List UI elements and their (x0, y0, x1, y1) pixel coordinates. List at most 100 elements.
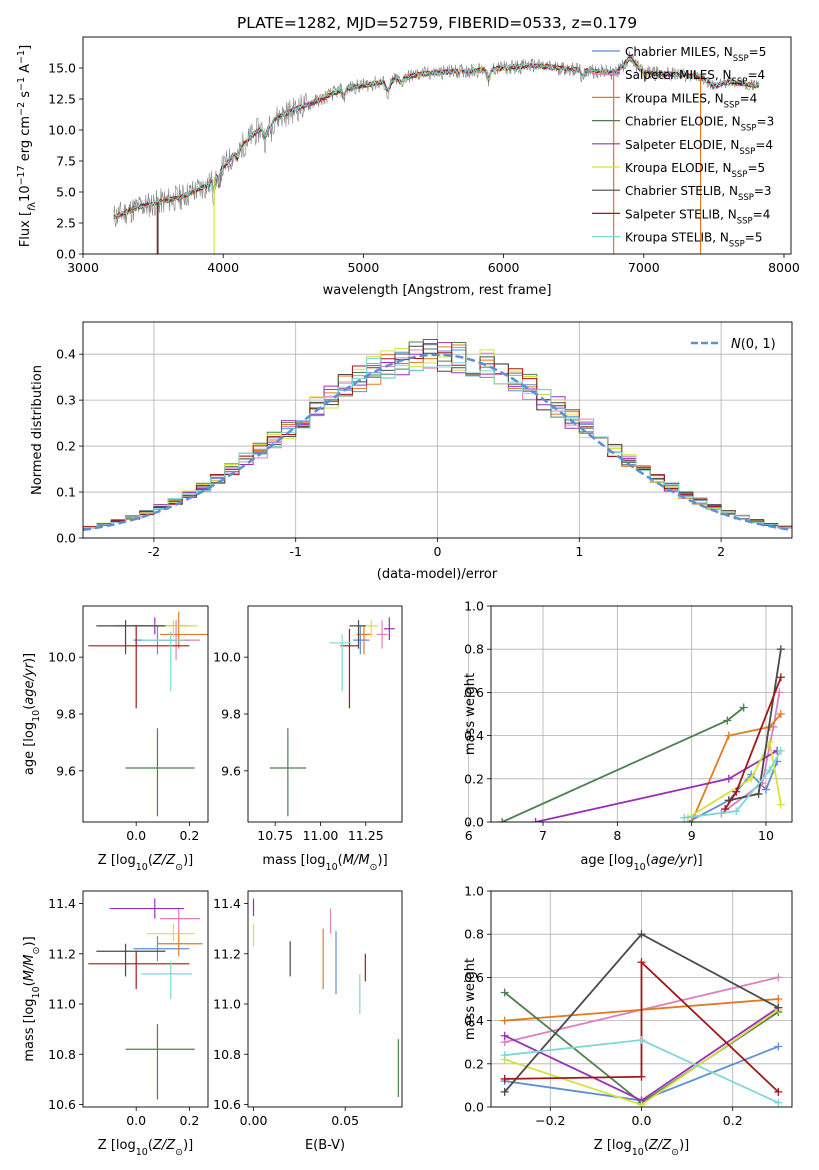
y-tick-label: 0.2 (464, 1056, 484, 1071)
y-tick-label: 10.8 (213, 1047, 241, 1062)
y-axis-label: age [log10(age/yr)] (22, 653, 42, 775)
x-tick-label: 0.2 (179, 828, 199, 843)
series-marker (765, 766, 774, 775)
model-spectrum-line (113, 59, 760, 218)
y-tick-label: 10.0 (48, 123, 76, 138)
legend-label: Kroupa STELIB, NSSP=5 (625, 231, 763, 250)
series-marker (747, 774, 756, 783)
y-tick-label: 0.2 (464, 771, 484, 786)
spectrum-panel: 3000 4000 5000 6000 7000 8000 0.0 2.5 5.0 7.5 10.0… (16, 36, 800, 298)
series-marker (775, 688, 784, 697)
legend-label: Chabrier STELIB, NSSP=3 (625, 184, 772, 203)
series-line (690, 713, 782, 822)
y-tick-label: 10.8 (48, 1047, 76, 1062)
y-tick-label: 0.0 (464, 1100, 484, 1115)
series-marker (732, 807, 741, 816)
mass-vs-ebv-panel: 0.00 0.05 10.6 10.8 11.0 11.2 11.4 E(B-V) (213, 890, 403, 1153)
y-axis-label: mass weight (463, 673, 478, 755)
y-tick-label: 9.8 (56, 707, 76, 722)
y-tick-label: 1.0 (464, 599, 484, 614)
y-tick-label: 0.0 (56, 531, 76, 546)
y-tick-label: 1.0 (464, 884, 484, 899)
mass-vs-Z-panel: 0.0 0.2 10.6 10.8 11.0 11.2 11.4 Z [log10(Z/Z⊙)… (22, 890, 209, 1158)
x-tick-label: 7 (539, 828, 547, 843)
age-vs-mass-panel: 10.75 11.00 11.25 9.6 9.8 10.0 mass [log10(M/M… (213, 605, 403, 873)
y-tick-label: 15.0 (48, 61, 76, 76)
y-tick-label: 0.8 (464, 927, 484, 942)
x-tick-label: −0.2 (535, 1113, 565, 1128)
points (88, 611, 208, 817)
series-marker (761, 785, 770, 794)
y-tick-label: 9.8 (221, 707, 241, 722)
series-marker (774, 1003, 783, 1012)
series-marker (500, 1087, 509, 1096)
series-marker (774, 1042, 783, 1051)
y-tick-label: 0.2 (56, 439, 76, 454)
histograms (83, 338, 792, 538)
spectrum-lines (113, 50, 760, 254)
x-tick-label: 3000 (67, 260, 99, 275)
x-tick-label: 10.75 (257, 828, 293, 843)
x-axis-label: Z [log10(Z/Z⊙)] (98, 853, 193, 873)
series-marker (680, 813, 689, 822)
series-marker (500, 1074, 509, 1083)
y-axis-label: Flux [fλ10−17 erg cm−2 s−1 A−1] (16, 45, 38, 247)
series (500, 930, 783, 1107)
x-tick-label: -1 (289, 544, 301, 559)
y-tick-label: 11.2 (48, 946, 76, 961)
series-marker (500, 1016, 509, 1025)
histogram-line (83, 358, 792, 538)
axes-frame (82, 890, 209, 1108)
y-tick-label: 11.4 (213, 896, 241, 911)
series-marker (498, 818, 507, 822)
x-axis-label: (data-model)/error (377, 567, 498, 582)
series (498, 645, 785, 822)
series-marker (637, 930, 646, 939)
axes-frame (490, 605, 793, 823)
series-marker (724, 774, 733, 783)
y-tick-label: 0.4 (464, 1013, 484, 1028)
axes-frame (247, 605, 403, 823)
x-tick-label: 0.00 (240, 1113, 268, 1128)
legend-label: Chabrier MILES, NSSP=5 (625, 45, 766, 64)
series-line (504, 960, 779, 1093)
x-axis-label: age [log10(age/yr)] (580, 853, 702, 873)
legend-label: Kroupa ELODIE, NSSP=5 (625, 161, 765, 180)
series-marker (637, 958, 646, 967)
y-tick-label: 0.0 (56, 247, 76, 262)
y-tick-label: 12.5 (48, 92, 76, 107)
y-tick-label: 10.6 (213, 1097, 241, 1112)
series-marker (776, 673, 785, 682)
y-tick-label: 11.2 (213, 946, 241, 961)
series-marker (500, 988, 509, 997)
series-marker (774, 1098, 783, 1107)
x-tick-label: 0.0 (632, 1113, 652, 1128)
series-marker (776, 645, 785, 654)
y-tick-label: 5.0 (56, 185, 76, 200)
y-tick-label: 0.1 (56, 485, 76, 500)
age-vs-Z-panel: 0.0 0.2 9.6 9.8 10.0 Z [log10(Z/Z⊙)] age [log1… (22, 605, 209, 873)
x-tick-label: 6000 (488, 260, 520, 275)
legend-label: Kroupa MILES, NSSP=4 (625, 91, 757, 110)
y-tick-label: 11.4 (48, 896, 76, 911)
legend-label: Salpeter STELIB, NSSP=4 (625, 207, 770, 226)
series-line (684, 750, 782, 819)
series-marker (754, 789, 763, 798)
massweight-vs-age-panel: 6 7 8 9 10 0.0 0.2 0.4 0.6 0.8 1.0 age [log10(age/y… (463, 599, 793, 873)
series-marker (776, 800, 785, 809)
x-tick-label: 9 (688, 828, 696, 843)
y-axis-label: Normed distribution (30, 365, 45, 495)
series-marker (724, 731, 733, 740)
figure-title: PLATE=1282, MJD=52759, FIBERID=0533, z=0… (237, 14, 637, 32)
x-tick-label: 7000 (628, 260, 660, 275)
x-tick-label: 0.2 (723, 1113, 743, 1128)
y-tick-label: 0.4 (464, 728, 484, 743)
x-tick-label: 0.2 (179, 1113, 199, 1128)
residuals-panel: -2 -1 0 1 2 0.0 0.1 0.2 0.3 0.4 (data-model)/error… (30, 321, 793, 582)
model-spectrum-line (113, 58, 760, 219)
points (88, 898, 203, 1100)
x-axis-label: Z [log10(Z/Z⊙)] (594, 1138, 689, 1158)
series-marker (776, 746, 785, 755)
y-tick-label: 0.6 (464, 685, 484, 700)
